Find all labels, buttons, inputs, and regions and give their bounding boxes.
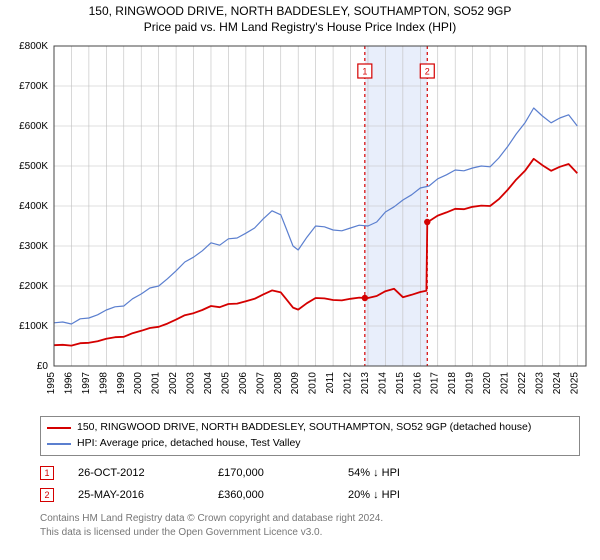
svg-text:2002: 2002 [168,372,179,395]
address-title: 150, RINGWOOD DRIVE, NORTH BADDESLEY, SO… [0,4,600,18]
sale-diff: 54% ↓ HPI [348,467,580,479]
sale-marker-icon: 1 [40,466,54,480]
svg-text:1999: 1999 [116,372,127,395]
chart-area: £0 £100K £200K £300K £400K £500K £600K £700K £80… [0,38,600,408]
svg-text:1: 1 [362,67,367,77]
svg-text:1996: 1996 [63,372,74,395]
table-row: 2 25-MAY-2016 £360,000 20% ↓ HPI [40,484,580,506]
svg-text:2000: 2000 [133,372,144,395]
table-row: 1 26-OCT-2012 £170,000 54% ↓ HPI [40,462,580,484]
svg-text:2001: 2001 [151,372,162,395]
legend-label: 150, RINGWOOD DRIVE, NORTH BADDESLEY, SO… [77,420,531,436]
legend-item: HPI: Average price, detached house, Test… [47,436,573,452]
attribution-line: This data is licensed under the Open Gov… [40,526,580,540]
svg-text:2014: 2014 [377,372,388,395]
svg-text:2003: 2003 [186,372,197,395]
svg-text:2017: 2017 [430,372,441,395]
svg-text:2019: 2019 [465,372,476,395]
legend-label: HPI: Average price, detached house, Test… [77,436,301,452]
sale-price: £360,000 [218,489,348,501]
svg-text:£100K: £100K [19,321,48,332]
svg-text:2009: 2009 [290,372,301,395]
svg-text:£300K: £300K [19,241,48,252]
svg-text:2024: 2024 [552,372,563,395]
title-block: 150, RINGWOOD DRIVE, NORTH BADDESLEY, SO… [0,0,600,34]
svg-text:2020: 2020 [482,372,493,395]
attribution: Contains HM Land Registry data © Crown c… [40,512,580,539]
svg-text:£600K: £600K [19,121,48,132]
svg-text:2011: 2011 [325,372,336,394]
svg-text:£500K: £500K [19,161,48,172]
svg-text:2015: 2015 [395,372,406,395]
svg-text:2004: 2004 [203,372,214,395]
subtitle: Price paid vs. HM Land Registry's House … [0,18,600,34]
svg-text:2: 2 [425,67,430,77]
svg-text:2006: 2006 [238,372,249,395]
sale-diff: 20% ↓ HPI [348,489,580,501]
sales-table: 1 26-OCT-2012 £170,000 54% ↓ HPI 2 25-MA… [40,462,580,506]
svg-text:£0: £0 [37,361,49,372]
sale-price: £170,000 [218,467,348,479]
chart-container: 150, RINGWOOD DRIVE, NORTH BADDESLEY, SO… [0,0,600,560]
svg-text:1995: 1995 [46,372,57,395]
legend: 150, RINGWOOD DRIVE, NORTH BADDESLEY, SO… [40,416,580,456]
legend-swatch [47,427,71,429]
svg-text:1998: 1998 [98,372,109,395]
svg-text:2025: 2025 [569,372,580,395]
svg-text:2016: 2016 [412,372,423,395]
svg-text:2005: 2005 [220,372,231,395]
sale-date: 26-OCT-2012 [78,467,218,479]
svg-text:1997: 1997 [81,372,92,395]
svg-text:2008: 2008 [273,372,284,395]
svg-text:2012: 2012 [343,372,354,395]
attribution-line: Contains HM Land Registry data © Crown c… [40,512,580,526]
svg-text:2007: 2007 [255,372,266,395]
svg-text:2018: 2018 [447,372,458,395]
svg-text:2023: 2023 [534,372,545,395]
svg-text:£800K: £800K [19,41,48,52]
svg-text:2013: 2013 [360,372,371,395]
sale-marker-icon: 2 [40,488,54,502]
svg-text:2010: 2010 [308,372,319,395]
legend-swatch [47,443,71,445]
chart-svg: £0 £100K £200K £300K £400K £500K £600K £700K £80… [0,38,600,408]
svg-text:2022: 2022 [517,372,528,395]
svg-text:2021: 2021 [500,372,511,395]
legend-item: 150, RINGWOOD DRIVE, NORTH BADDESLEY, SO… [47,420,573,436]
svg-text:£200K: £200K [19,281,48,292]
svg-text:£700K: £700K [19,81,48,92]
svg-text:£400K: £400K [19,201,48,212]
sale-date: 25-MAY-2016 [78,489,218,501]
